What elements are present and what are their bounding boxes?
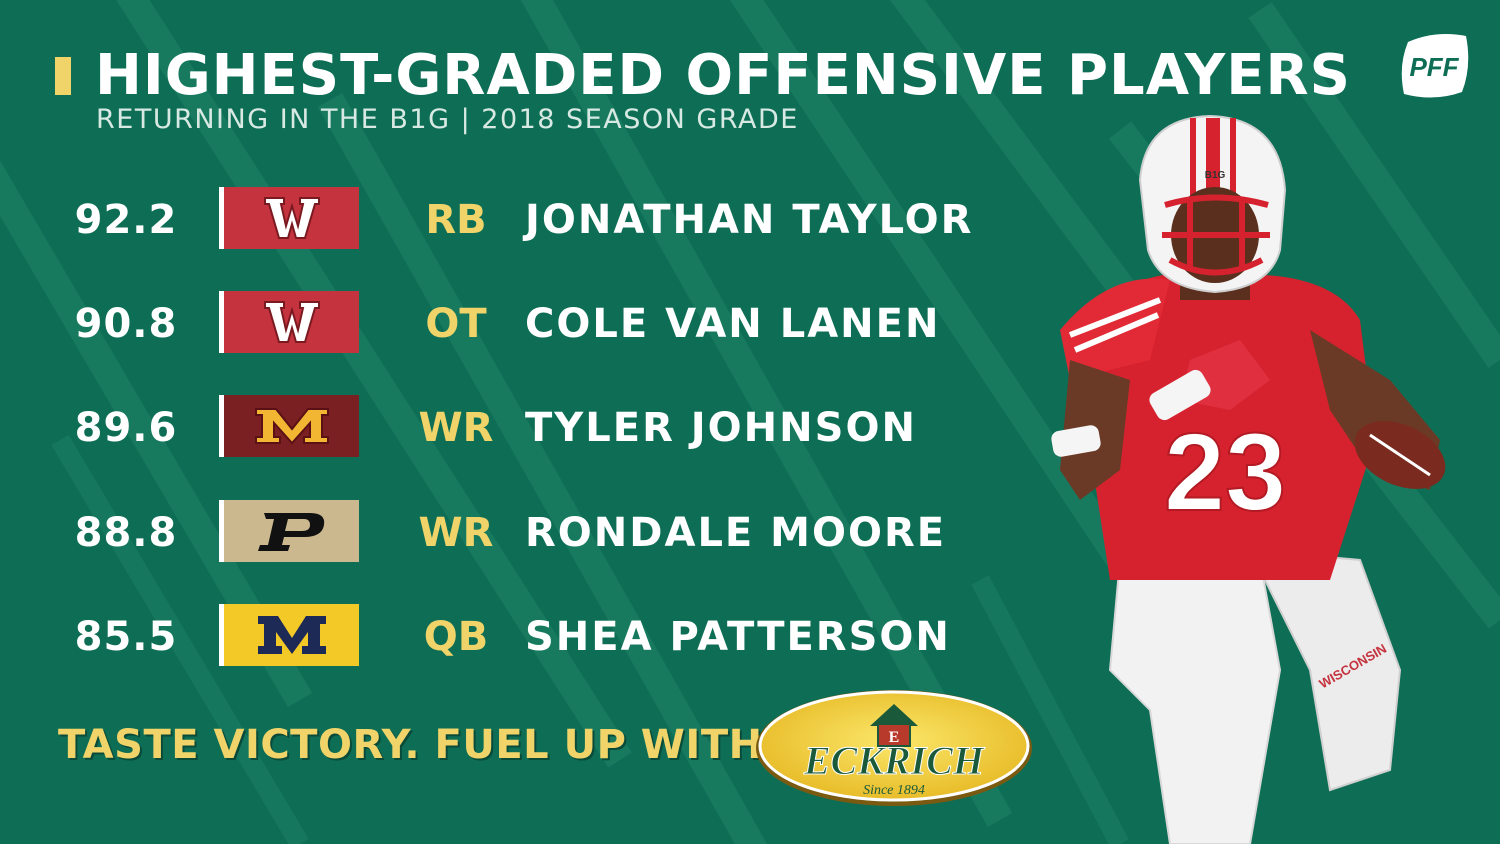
player-position: RB	[425, 197, 487, 243]
house-icon: E	[870, 704, 918, 747]
player-position: QB	[423, 614, 489, 660]
purdue-logo	[219, 500, 359, 562]
wisconsin-w-icon	[263, 197, 320, 239]
player-grade: 88.8	[74, 510, 178, 556]
wisconsin-w-icon	[263, 301, 320, 343]
player-photo: WISCONSIN 23	[1051, 114, 1446, 844]
player-position: WR	[418, 510, 494, 556]
minnesota-logo	[219, 395, 359, 457]
player-row: 85.5 QB SHEA PATTERSON	[0, 604, 1050, 668]
player-position: WR	[418, 405, 494, 451]
player-name: RONDALE MOORE	[525, 510, 947, 556]
sponsor-tagline: TASTE VICTORY. FUEL UP WITH	[58, 722, 763, 768]
player-name: SHEA PATTERSON	[525, 614, 951, 660]
svg-text:PFF: PFF	[1409, 52, 1459, 82]
wisconsin-logo	[219, 291, 359, 353]
svg-text:23: 23	[1164, 411, 1286, 534]
player-grade: 90.8	[74, 301, 178, 347]
svg-text:B1G: B1G	[1205, 170, 1226, 181]
svg-text:E: E	[889, 729, 900, 746]
purdue-p-icon	[257, 513, 324, 551]
eckrich-logo: E ECKRICH Since 1894	[756, 690, 1032, 806]
minnesota-m-icon	[254, 408, 329, 445]
page-subtitle: RETURNING IN THE B1G | 2018 SEASON GRADE	[96, 104, 799, 135]
player-row: 88.8 WR RONDALE MOORE	[0, 500, 1050, 564]
player-position: OT	[425, 301, 487, 347]
michigan-m-icon	[257, 616, 326, 654]
player-name: TYLER JOHNSON	[525, 405, 917, 451]
title-accent-bar	[55, 57, 71, 95]
wisconsin-logo	[219, 187, 359, 249]
page-title: HIGHEST-GRADED OFFENSIVE PLAYERS	[95, 43, 1351, 108]
michigan-logo	[219, 604, 359, 666]
svg-text:Since 1894: Since 1894	[863, 783, 925, 798]
player-grade: 92.2	[74, 197, 178, 243]
player-grade: 85.5	[74, 614, 178, 660]
player-row: 89.6 WR TYLER JOHNSON	[0, 395, 1050, 459]
player-name: COLE VAN LANEN	[525, 301, 941, 347]
player-name: JONATHAN TAYLOR	[525, 197, 974, 243]
player-row: 90.8 OT COLE VAN LANEN	[0, 291, 1050, 355]
svg-text:ECKRICH: ECKRICH	[803, 738, 986, 783]
player-grade: 89.6	[74, 405, 178, 451]
player-row: 92.2 RB JONATHAN TAYLOR	[0, 187, 1050, 251]
pff-logo: PFF	[1401, 34, 1469, 98]
